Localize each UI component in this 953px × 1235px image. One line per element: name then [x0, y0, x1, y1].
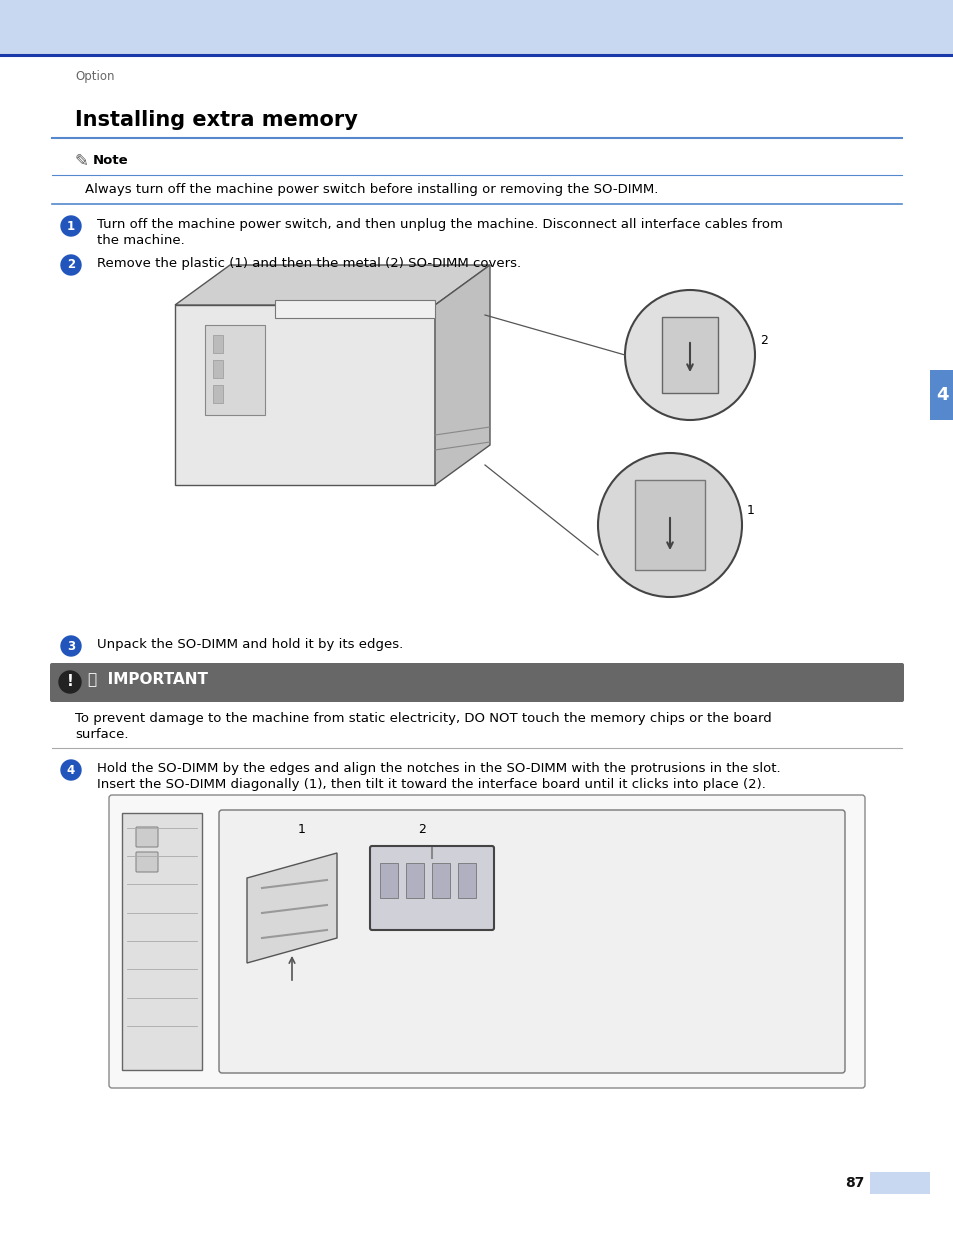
Circle shape	[624, 290, 754, 420]
Circle shape	[61, 760, 81, 781]
FancyBboxPatch shape	[635, 480, 704, 571]
Circle shape	[59, 671, 81, 693]
Circle shape	[61, 254, 81, 275]
Text: 4: 4	[935, 387, 947, 404]
FancyBboxPatch shape	[174, 305, 435, 485]
FancyBboxPatch shape	[136, 827, 158, 847]
FancyBboxPatch shape	[274, 300, 435, 317]
FancyBboxPatch shape	[136, 852, 158, 872]
Text: ❗  IMPORTANT: ❗ IMPORTANT	[88, 671, 208, 685]
FancyBboxPatch shape	[370, 846, 494, 930]
Text: Installing extra memory: Installing extra memory	[75, 110, 357, 130]
Text: ✎: ✎	[75, 152, 89, 170]
Text: Insert the SO-DIMM diagonally (1), then tilt it toward the interface board until: Insert the SO-DIMM diagonally (1), then …	[97, 778, 765, 790]
Text: 1: 1	[297, 823, 306, 836]
FancyBboxPatch shape	[50, 663, 903, 701]
Text: 3: 3	[67, 640, 75, 652]
FancyBboxPatch shape	[213, 385, 223, 403]
Text: Note: Note	[92, 154, 129, 167]
Text: Always turn off the machine power switch before installing or removing the SO-DI: Always turn off the machine power switch…	[85, 183, 658, 196]
Bar	[0, 0, 953, 56]
Text: surface.: surface.	[75, 727, 129, 741]
Text: Hold the SO-DIMM by the edges and align the notches in the SO-DIMM with the prot: Hold the SO-DIMM by the edges and align …	[97, 762, 780, 776]
FancyBboxPatch shape	[219, 810, 844, 1073]
FancyBboxPatch shape	[213, 359, 223, 378]
Polygon shape	[435, 266, 490, 485]
Text: Turn off the machine power switch, and then unplug the machine. Disconnect all i: Turn off the machine power switch, and t…	[97, 219, 782, 231]
FancyBboxPatch shape	[109, 795, 864, 1088]
FancyBboxPatch shape	[406, 863, 423, 898]
Text: the machine.: the machine.	[97, 233, 185, 247]
Circle shape	[61, 216, 81, 236]
Text: !: !	[67, 674, 73, 689]
FancyBboxPatch shape	[929, 370, 953, 420]
FancyBboxPatch shape	[213, 335, 223, 353]
Text: Remove the plastic (1) and then the metal (2) SO-DIMM covers.: Remove the plastic (1) and then the meta…	[97, 257, 520, 270]
FancyBboxPatch shape	[379, 863, 397, 898]
FancyBboxPatch shape	[432, 863, 450, 898]
Polygon shape	[247, 853, 336, 963]
Text: 2: 2	[417, 823, 425, 836]
FancyBboxPatch shape	[869, 1172, 929, 1194]
Text: 2: 2	[67, 258, 75, 272]
Circle shape	[598, 453, 741, 597]
Text: 87: 87	[844, 1176, 863, 1191]
Text: 1: 1	[746, 504, 754, 516]
FancyBboxPatch shape	[122, 813, 202, 1070]
Polygon shape	[174, 266, 490, 305]
Circle shape	[61, 636, 81, 656]
FancyBboxPatch shape	[457, 863, 476, 898]
FancyBboxPatch shape	[205, 325, 265, 415]
Text: Option: Option	[75, 70, 114, 83]
Text: 2: 2	[760, 333, 767, 347]
Text: 4: 4	[67, 763, 75, 777]
Text: To prevent damage to the machine from static electricity, DO NOT touch the memor: To prevent damage to the machine from st…	[75, 713, 771, 725]
Text: Unpack the SO-DIMM and hold it by its edges.: Unpack the SO-DIMM and hold it by its ed…	[97, 638, 403, 651]
Text: 1: 1	[67, 220, 75, 232]
FancyBboxPatch shape	[661, 317, 718, 393]
